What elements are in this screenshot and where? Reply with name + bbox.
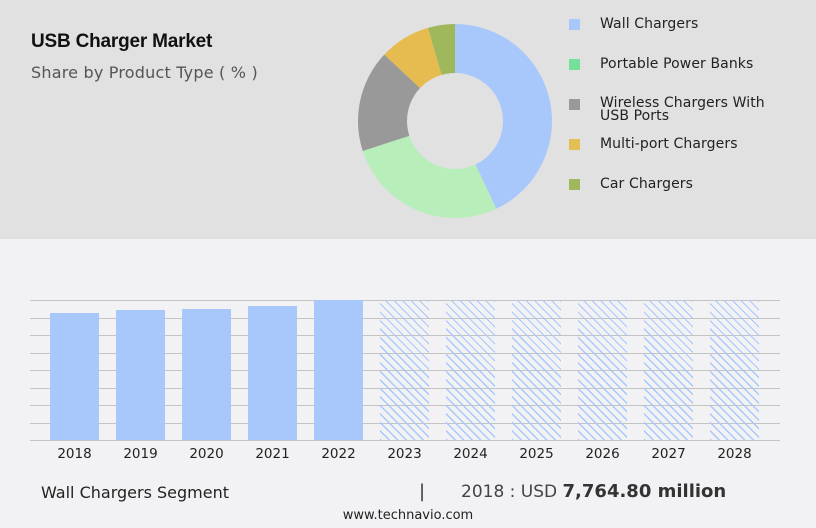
bar-2027 — [644, 300, 693, 440]
segment-label: Wall Chargers Segment — [41, 483, 229, 502]
bar-2022 — [314, 300, 363, 440]
x-tick-label: 2023 — [387, 446, 422, 462]
footer-divider: | — [419, 481, 426, 502]
pie-slice-portable-power-banks — [362, 135, 497, 218]
legend-item: Multi-port Chargers — [569, 132, 809, 151]
legend-swatch — [569, 59, 580, 70]
x-tick-label: 2026 — [585, 446, 620, 462]
bar-2021 — [248, 306, 297, 440]
pie-slice-wireless-chargers-with-usb-ports — [358, 54, 421, 151]
x-tick-label: 2024 — [453, 446, 488, 462]
legend-item: Portable Power Banks — [569, 52, 809, 71]
legend-label: Multi-port Chargers — [600, 136, 738, 152]
value-prefix: 2018 : USD — [461, 482, 558, 502]
donut-chart — [358, 24, 552, 218]
bar-2023 — [380, 300, 429, 440]
bar-2028 — [710, 300, 759, 440]
bar-2025 — [512, 300, 561, 440]
x-tick-label: 2021 — [255, 446, 290, 462]
source-link[interactable]: www.technavio.com — [342, 508, 474, 523]
legend-item: Car Chargers — [569, 172, 809, 191]
pie-slice-car-chargers — [427, 24, 455, 75]
legend-swatch — [569, 19, 580, 30]
bar-2019 — [116, 310, 165, 440]
x-tick-label: 2018 — [57, 446, 92, 462]
legend-swatch — [569, 139, 580, 150]
x-tick-label: 2020 — [189, 446, 224, 462]
bar-2018 — [50, 313, 99, 440]
segment-value: 2018 : USD 7,764.80 million — [461, 481, 726, 502]
legend-label: Wall Chargers — [600, 16, 699, 32]
legend-label: Car Chargers — [600, 176, 694, 192]
bar-2020 — [182, 309, 231, 440]
x-tick-label: 2019 — [123, 446, 158, 462]
chart-subtitle: Share by Product Type ( % ) — [31, 63, 258, 82]
bar-chart — [30, 300, 780, 441]
legend-item: Wireless Chargers With USB Ports — [569, 92, 809, 123]
gridline — [30, 440, 780, 441]
chart-title: USB Charger Market — [31, 31, 213, 52]
x-tick-label: 2027 — [651, 446, 686, 462]
pie-slice-multi-port-chargers — [384, 27, 442, 89]
legend-label: Wireless Chargers With USB Ports — [600, 95, 765, 124]
bar-2024 — [446, 300, 495, 440]
x-tick-label: 2028 — [717, 446, 752, 462]
value-amount: 7,764.80 million — [562, 481, 727, 502]
legend-item: Wall Chargers — [569, 12, 809, 31]
legend-swatch — [569, 179, 580, 190]
legend-swatch — [569, 99, 580, 110]
x-tick-label: 2025 — [519, 446, 554, 462]
x-tick-label: 2022 — [321, 446, 356, 462]
pie-slice-wall-chargers — [455, 24, 552, 209]
bar-2026 — [578, 300, 627, 440]
legend-label: Portable Power Banks — [600, 56, 754, 72]
